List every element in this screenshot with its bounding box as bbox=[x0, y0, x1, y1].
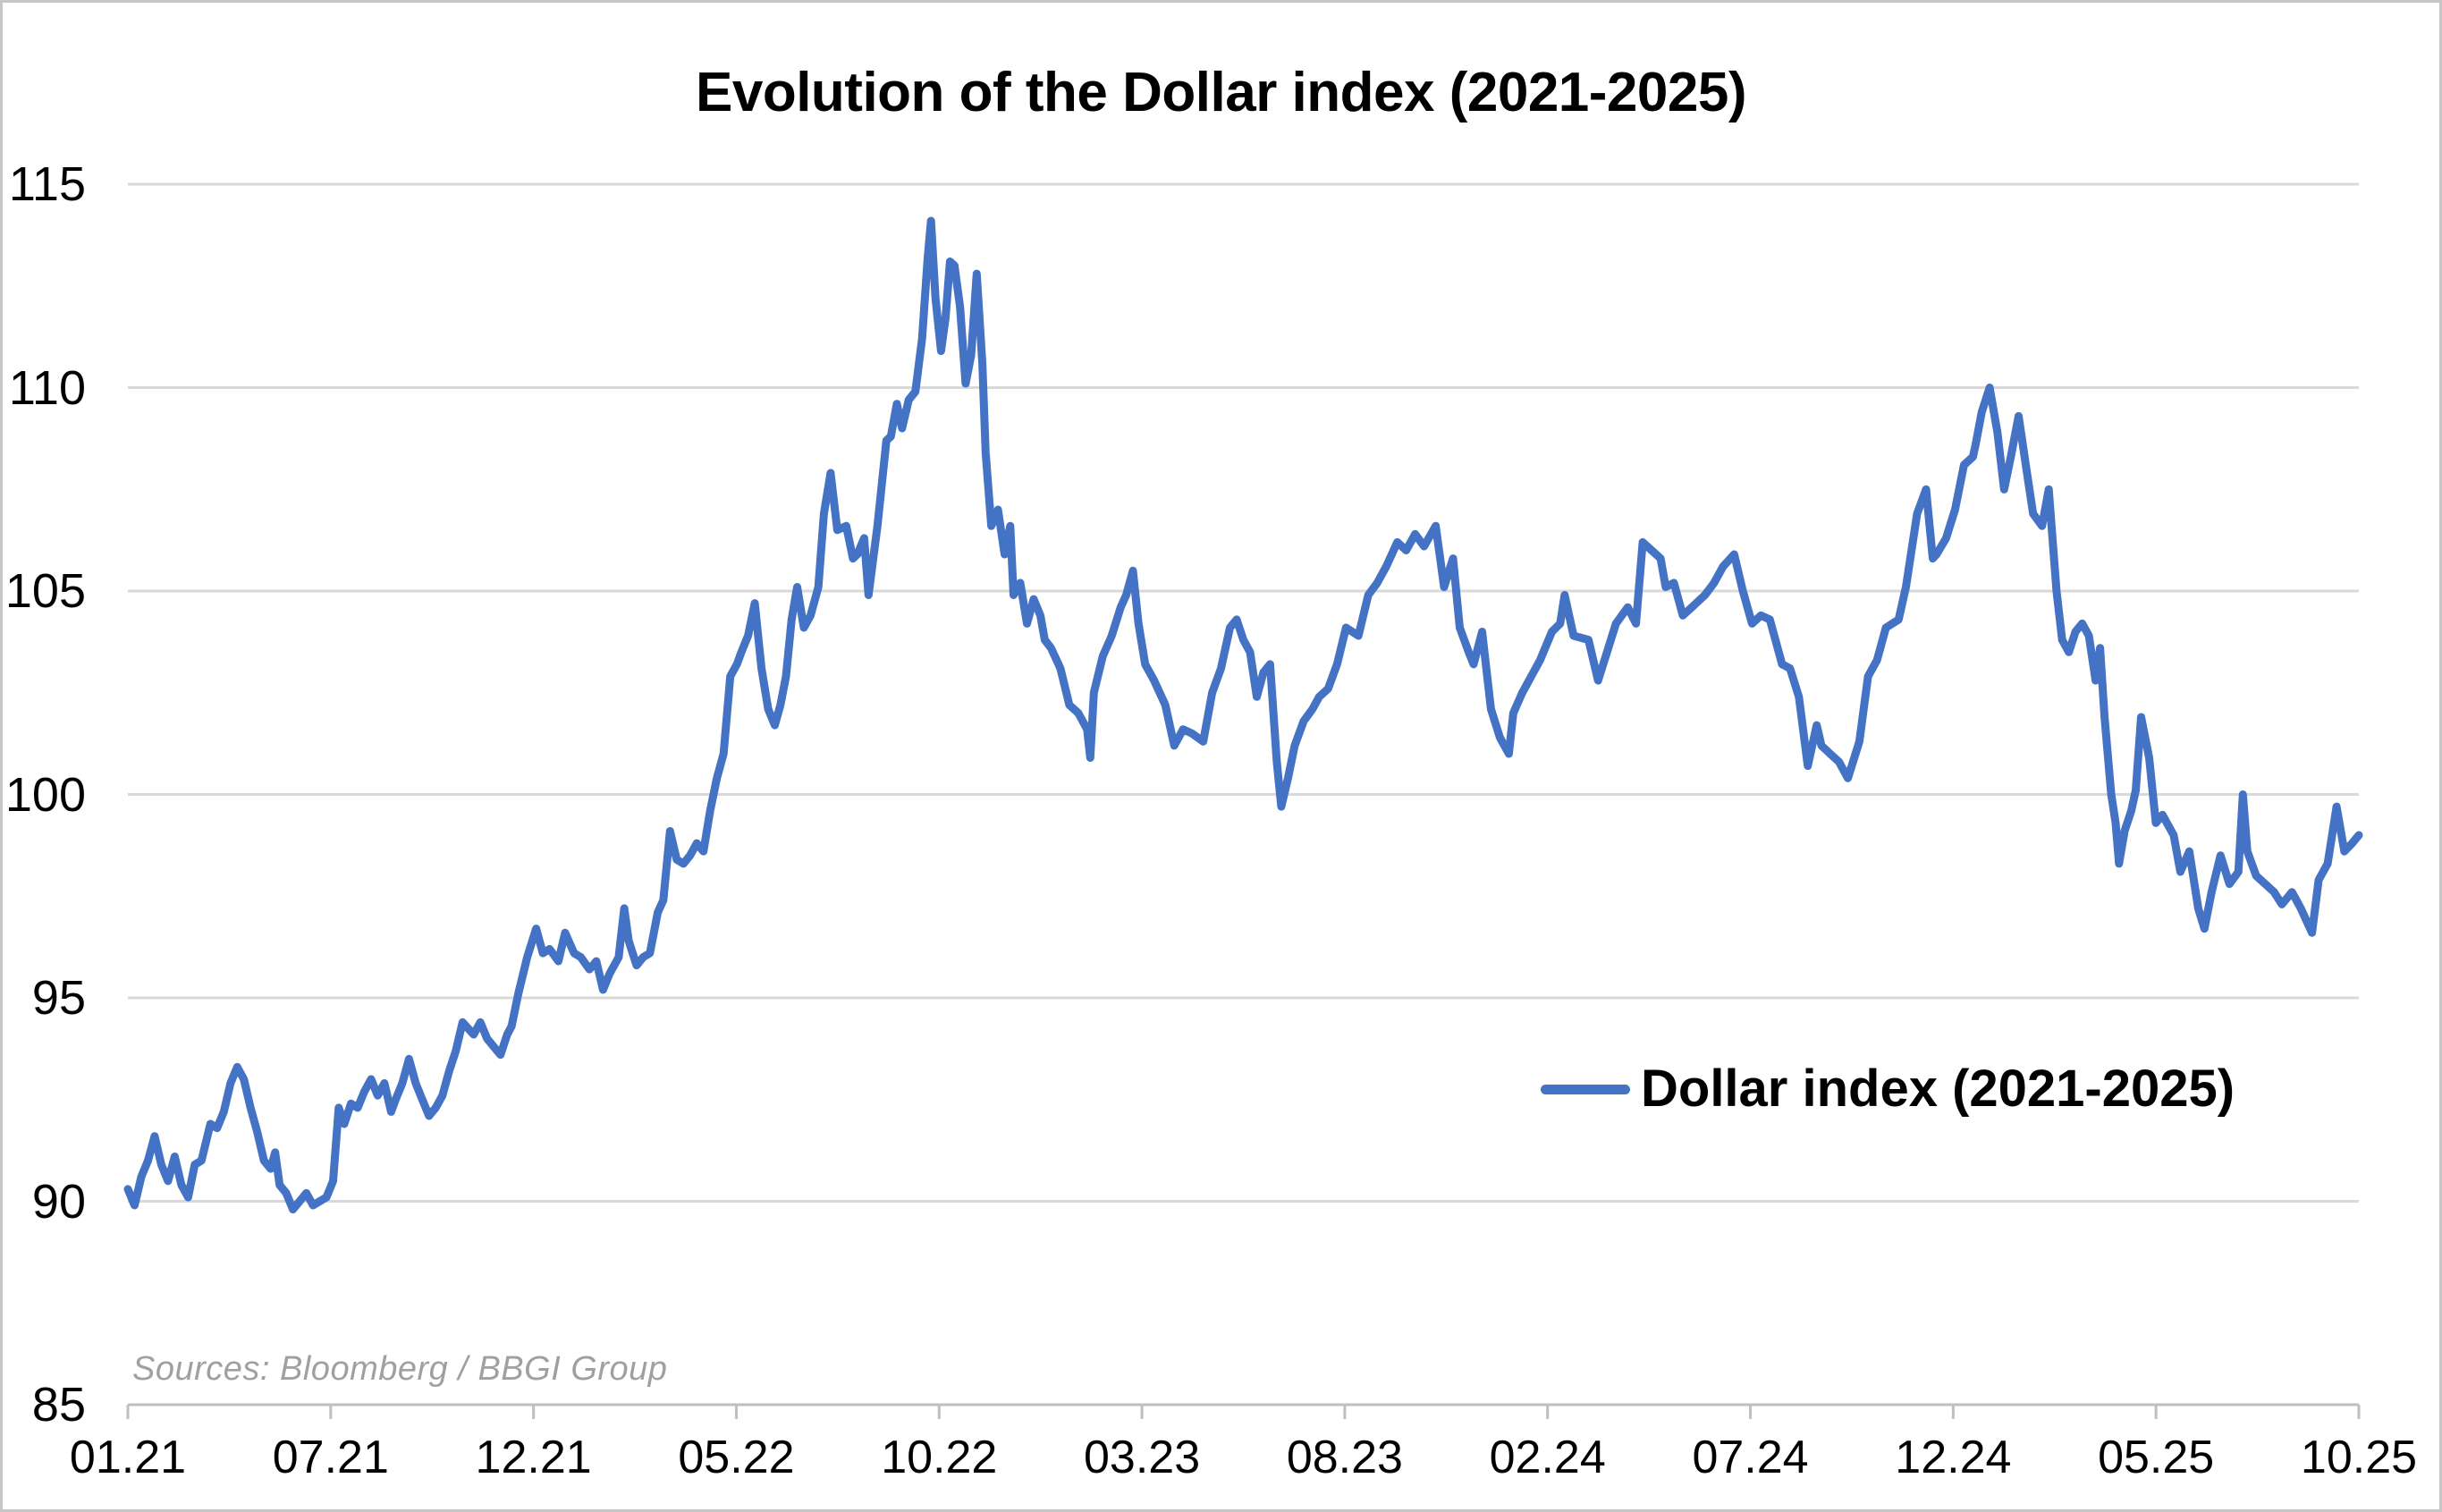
x-axis-label: 10.22 bbox=[881, 1432, 998, 1483]
x-axis-label: 02.24 bbox=[1489, 1432, 1606, 1483]
x-axis-label: 01.21 bbox=[69, 1432, 187, 1483]
x-axis-label: 12.24 bbox=[1895, 1432, 2012, 1483]
y-axis-label: 95 bbox=[31, 971, 86, 1025]
dollar-index-line bbox=[123, 216, 2363, 1214]
x-axis-label: 05.25 bbox=[2098, 1432, 2215, 1483]
legend-label: Dollar index (2021-2025) bbox=[1641, 1060, 2235, 1118]
x-axis-label: 03.23 bbox=[1084, 1432, 1201, 1483]
x-axis-label: 07.21 bbox=[272, 1432, 389, 1483]
y-axis-label: 100 bbox=[4, 767, 86, 822]
legend-line-swatch bbox=[1541, 1084, 1630, 1094]
chart-title: Evolution of the Dollar index (2021-2025… bbox=[696, 62, 1747, 123]
x-axis-label: 08.23 bbox=[1286, 1432, 1403, 1483]
source-note: Sources: Bloomberg / BBGI Group bbox=[132, 1350, 668, 1388]
x-axis-label: 12.21 bbox=[475, 1432, 592, 1483]
x-axis-label: 10.25 bbox=[2300, 1432, 2418, 1483]
x-axis-label: 05.22 bbox=[678, 1432, 795, 1483]
y-axis-label: 105 bbox=[4, 564, 86, 618]
y-axis-label: 115 bbox=[8, 157, 86, 211]
y-axis-label: 90 bbox=[31, 1174, 86, 1229]
x-axis-label: 07.24 bbox=[1692, 1432, 1809, 1483]
y-axis-label: 85 bbox=[31, 1378, 86, 1432]
y-axis-label: 110 bbox=[8, 360, 86, 415]
legend: Dollar index (2021-2025) bbox=[1541, 1060, 2235, 1118]
